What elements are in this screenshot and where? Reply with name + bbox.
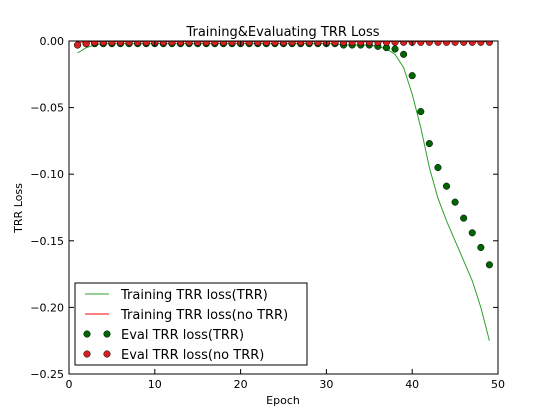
series-3-point bbox=[417, 108, 425, 116]
series-4-point bbox=[425, 41, 433, 46]
series-4-point bbox=[451, 41, 459, 46]
y-tick-label: −0.25 bbox=[30, 368, 64, 381]
series-4-point bbox=[74, 41, 82, 49]
series-3-point bbox=[468, 229, 476, 237]
series-4-point bbox=[477, 41, 485, 46]
series-4-point bbox=[348, 41, 356, 46]
series-3-point bbox=[442, 182, 451, 190]
series-4-point bbox=[116, 41, 125, 46]
series-4-point bbox=[271, 41, 279, 46]
x-axis-label: Epoch bbox=[266, 394, 300, 407]
series-4-point bbox=[374, 41, 382, 46]
series-4-point bbox=[108, 41, 116, 46]
series-4-point bbox=[185, 41, 193, 46]
legend-label: Eval TRR loss(TRR) bbox=[121, 328, 244, 343]
legend: Training TRR loss(TRR) Training TRR loss(… bbox=[74, 282, 308, 366]
legend-swatch-point bbox=[83, 350, 91, 358]
y-axis-label: TRR Loss bbox=[12, 183, 25, 234]
legend-label: Training TRR loss(TRR) bbox=[120, 288, 268, 303]
y-tick-label: −0.10 bbox=[30, 168, 64, 181]
x-tick-label: 0 bbox=[66, 378, 73, 391]
series-4-point bbox=[331, 41, 339, 46]
series-4-point bbox=[382, 41, 391, 46]
series-4-point bbox=[468, 41, 476, 46]
legend-entry: Eval TRR loss(TRR) bbox=[83, 328, 244, 343]
x-tick-label: 50 bbox=[491, 378, 505, 391]
legend-label: Eval TRR loss(no TRR) bbox=[121, 348, 264, 363]
plot-frame bbox=[68, 40, 499, 375]
legend-label: Training TRR loss(no TRR) bbox=[120, 308, 288, 323]
series-4-point bbox=[297, 41, 305, 46]
series-4-point bbox=[245, 41, 253, 46]
series-4-point bbox=[168, 41, 176, 46]
series-4-point bbox=[357, 41, 365, 46]
series-4-point bbox=[99, 41, 107, 46]
series-4-point bbox=[142, 41, 150, 46]
x-tick-label: 40 bbox=[405, 378, 419, 391]
series-4-point bbox=[125, 41, 133, 46]
legend-box bbox=[74, 282, 308, 366]
series-4-point bbox=[365, 41, 373, 46]
series-4-point bbox=[400, 41, 408, 46]
series-3-point bbox=[477, 243, 485, 252]
plot-area bbox=[74, 41, 493, 341]
series-3-point bbox=[391, 45, 399, 53]
legend-entry: Eval TRR loss(no TRR) bbox=[83, 348, 264, 363]
series-4-point bbox=[194, 41, 202, 46]
series-4-point bbox=[219, 41, 227, 46]
legend-swatch-point bbox=[83, 330, 91, 338]
legend-swatch-point bbox=[103, 330, 111, 338]
series-4-point bbox=[485, 41, 493, 46]
series-3-point bbox=[485, 261, 493, 269]
x-tick-label: 10 bbox=[148, 378, 162, 391]
series-4-point bbox=[134, 41, 142, 46]
x-tick-label: 30 bbox=[319, 378, 333, 391]
series-3-point bbox=[425, 140, 433, 148]
series-4-point bbox=[202, 41, 210, 46]
series-3-point bbox=[400, 50, 408, 58]
series-4-point bbox=[288, 41, 296, 46]
series-4-point bbox=[417, 41, 425, 46]
series-4-point bbox=[254, 41, 262, 46]
series-4-point bbox=[434, 41, 442, 46]
series-4-point bbox=[340, 41, 348, 46]
axes: 0 10 20 30 40 50 0.00 −0.05 −0.10 −0.15 −0.20 −0.25 bbox=[30, 35, 505, 391]
series-4-point bbox=[460, 41, 468, 46]
x-tick-label: 20 bbox=[234, 378, 248, 391]
series-4-point bbox=[91, 41, 99, 46]
series-3-point bbox=[434, 163, 442, 172]
plot-clipped bbox=[74, 41, 493, 341]
series-3-point bbox=[451, 198, 459, 206]
series-4-point bbox=[159, 41, 167, 46]
series-4-point bbox=[176, 41, 185, 46]
series-4-point bbox=[314, 41, 322, 46]
y-tick-label: −0.15 bbox=[30, 235, 64, 248]
series-4-point bbox=[82, 41, 90, 48]
series-3-point bbox=[460, 214, 468, 222]
y-tick-label: 0.00 bbox=[40, 35, 65, 48]
chart-title: Training&Evaluating TRR Loss bbox=[185, 25, 379, 40]
legend-entry: Training TRR loss(no TRR) bbox=[85, 308, 288, 323]
series-4-point bbox=[391, 41, 399, 46]
series-4-point bbox=[228, 41, 236, 46]
series-4-point bbox=[305, 41, 313, 46]
series-4-points bbox=[74, 41, 493, 49]
y-tick-label: −0.05 bbox=[30, 102, 64, 115]
legend-entry: Training TRR loss(TRR) bbox=[85, 288, 268, 303]
legend-swatch-point bbox=[103, 350, 111, 358]
series-4-point bbox=[211, 41, 219, 46]
series-4-point bbox=[262, 41, 270, 46]
series-4-point bbox=[442, 41, 451, 46]
series-3-point bbox=[408, 72, 416, 80]
series-4-point bbox=[279, 41, 288, 46]
y-tick-label: −0.20 bbox=[30, 301, 64, 314]
